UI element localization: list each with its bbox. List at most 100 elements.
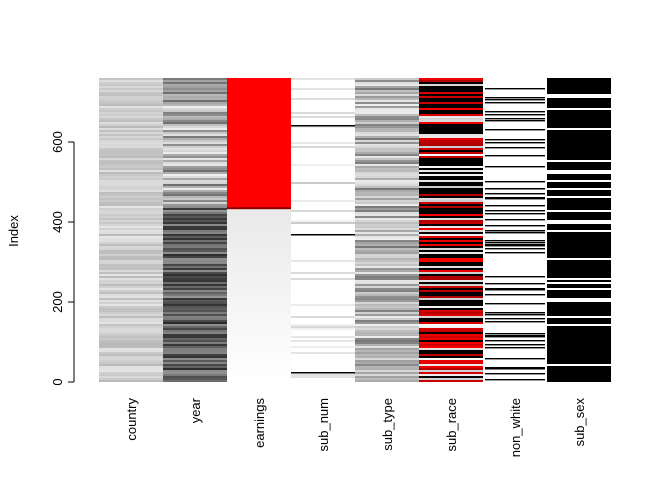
band-sub-race <box>419 326 483 328</box>
band-sub-sex <box>547 204 611 206</box>
band-country <box>99 86 163 88</box>
band-sub-type <box>355 232 419 234</box>
band-year <box>163 314 227 316</box>
band-sub-race <box>419 286 483 288</box>
band-sub-type <box>355 376 419 378</box>
band-sub-num <box>291 146 355 148</box>
band-sub-sex <box>547 146 611 148</box>
band-sub-type <box>355 242 419 244</box>
band-sub-type <box>355 236 419 238</box>
band-sub-sex <box>547 80 611 82</box>
band-sub-race <box>419 196 483 198</box>
band-non-white <box>483 304 547 306</box>
band-sub-type <box>355 138 419 140</box>
band-sub-type <box>355 98 419 100</box>
band-year <box>163 246 227 248</box>
band-non-white-line <box>485 336 545 338</box>
band-sub-num <box>291 242 355 244</box>
band-non-white-line <box>485 219 545 221</box>
band-earnings <box>227 348 291 350</box>
band-earnings <box>227 306 291 308</box>
band-earnings <box>227 356 291 358</box>
band-year <box>163 170 227 172</box>
band-country <box>99 90 163 92</box>
band-sub-num <box>291 172 355 174</box>
band-sub-race <box>419 146 483 148</box>
band-earnings <box>227 150 291 152</box>
band-sub-num <box>291 154 355 156</box>
band-country <box>99 206 163 208</box>
band-sub-type <box>355 264 419 266</box>
band-non-white-line <box>485 139 545 141</box>
band-earnings <box>227 264 291 266</box>
band-sub-race <box>419 308 483 310</box>
band-sub-num <box>291 340 355 342</box>
band-sub-race <box>419 268 483 270</box>
band-country <box>99 204 163 206</box>
heatmap-bands <box>99 78 611 382</box>
band-country <box>99 236 163 238</box>
band-year <box>163 344 227 346</box>
y-axis-label: Index <box>6 215 21 247</box>
band-sub-sex <box>547 178 611 180</box>
band-non-white <box>483 140 547 142</box>
band-country <box>99 182 163 184</box>
band-sub-type <box>355 356 419 358</box>
band-country <box>99 228 163 230</box>
band-country <box>99 146 163 148</box>
band-sub-num <box>291 346 355 348</box>
band-non-white-line <box>485 318 545 320</box>
band-sub-sex <box>547 266 611 268</box>
band-year <box>163 230 227 232</box>
band-country <box>99 198 163 200</box>
band-sub-race <box>419 356 483 358</box>
band-country <box>99 298 163 300</box>
band-non-white <box>483 272 547 274</box>
band-year <box>163 228 227 230</box>
band-sub-type <box>355 278 419 280</box>
band-year <box>163 372 227 374</box>
band-sub-type <box>355 268 419 270</box>
band-country <box>99 350 163 352</box>
band-country <box>99 240 163 242</box>
band-non-white-line <box>485 166 545 168</box>
band-sub-race <box>419 262 483 264</box>
band-year <box>163 136 227 138</box>
band-sub-num <box>291 280 355 282</box>
band-sub-type <box>355 248 419 250</box>
band-non-white-line <box>485 198 545 200</box>
band-year <box>163 104 227 106</box>
band-sub-num <box>291 332 355 334</box>
band-non-white <box>483 300 547 302</box>
band-sub-sex <box>547 94 611 96</box>
band-country <box>99 190 163 192</box>
band-sub-type <box>355 254 419 256</box>
band-sub-num <box>291 212 355 214</box>
band-year <box>163 350 227 352</box>
band-sub-sex <box>547 272 611 274</box>
band-sub-num <box>291 152 355 154</box>
band-year <box>163 180 227 182</box>
band-year <box>163 358 227 360</box>
band-non-white <box>483 164 547 166</box>
band-sub-type <box>355 352 419 354</box>
band-sub-race <box>419 270 483 272</box>
band-sub-race <box>419 184 483 186</box>
band-earnings <box>227 302 291 304</box>
band-country <box>99 130 163 132</box>
band-earnings <box>227 320 291 322</box>
band-country <box>99 254 163 256</box>
band-year <box>163 272 227 274</box>
band-sub-race <box>419 104 483 106</box>
band-sub-race <box>419 116 483 118</box>
band-year <box>163 370 227 372</box>
band-country <box>99 142 163 144</box>
band-year <box>163 308 227 310</box>
band-earnings <box>227 248 291 250</box>
band-country <box>99 116 163 118</box>
band-sub-sex <box>547 230 611 232</box>
band-sub-race <box>419 108 483 110</box>
band-sub-sex <box>547 322 611 324</box>
band-sub-race <box>419 272 483 274</box>
band-country <box>99 340 163 342</box>
